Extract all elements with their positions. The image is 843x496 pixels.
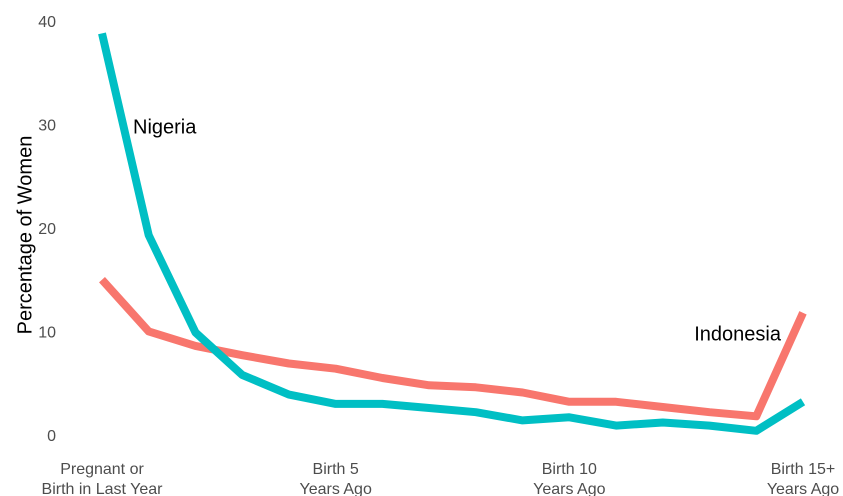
y-tick-label: 0 (47, 428, 56, 445)
y-tick-label: 30 (38, 118, 56, 135)
series-line-nigeria (98, 32, 806, 435)
x-tick-label: Birth 10 Years Ago (533, 461, 605, 496)
series-labels: Indonesia Nigeria (133, 116, 782, 345)
series-group (98, 32, 807, 435)
x-tick-label: Pregnant or Birth in Last Year (42, 461, 164, 496)
series-label-nigeria: Nigeria (133, 116, 197, 138)
y-tick-label: 40 (38, 14, 56, 31)
series-label-indonesia: Indonesia (694, 323, 782, 345)
y-tick-label: 10 (38, 325, 56, 342)
y-tick-label: 20 (38, 221, 56, 238)
y-axis-label: Percentage of Women (14, 136, 36, 335)
y-axis-ticks: 0 10 20 30 40 (38, 14, 56, 445)
x-tick-label: Birth 5 Years Ago (299, 461, 371, 496)
x-tick-label: Birth 15+ Years Ago (767, 461, 839, 496)
x-axis-ticks: Pregnant or Birth in Last Year Birth 5 Year… (42, 461, 840, 496)
